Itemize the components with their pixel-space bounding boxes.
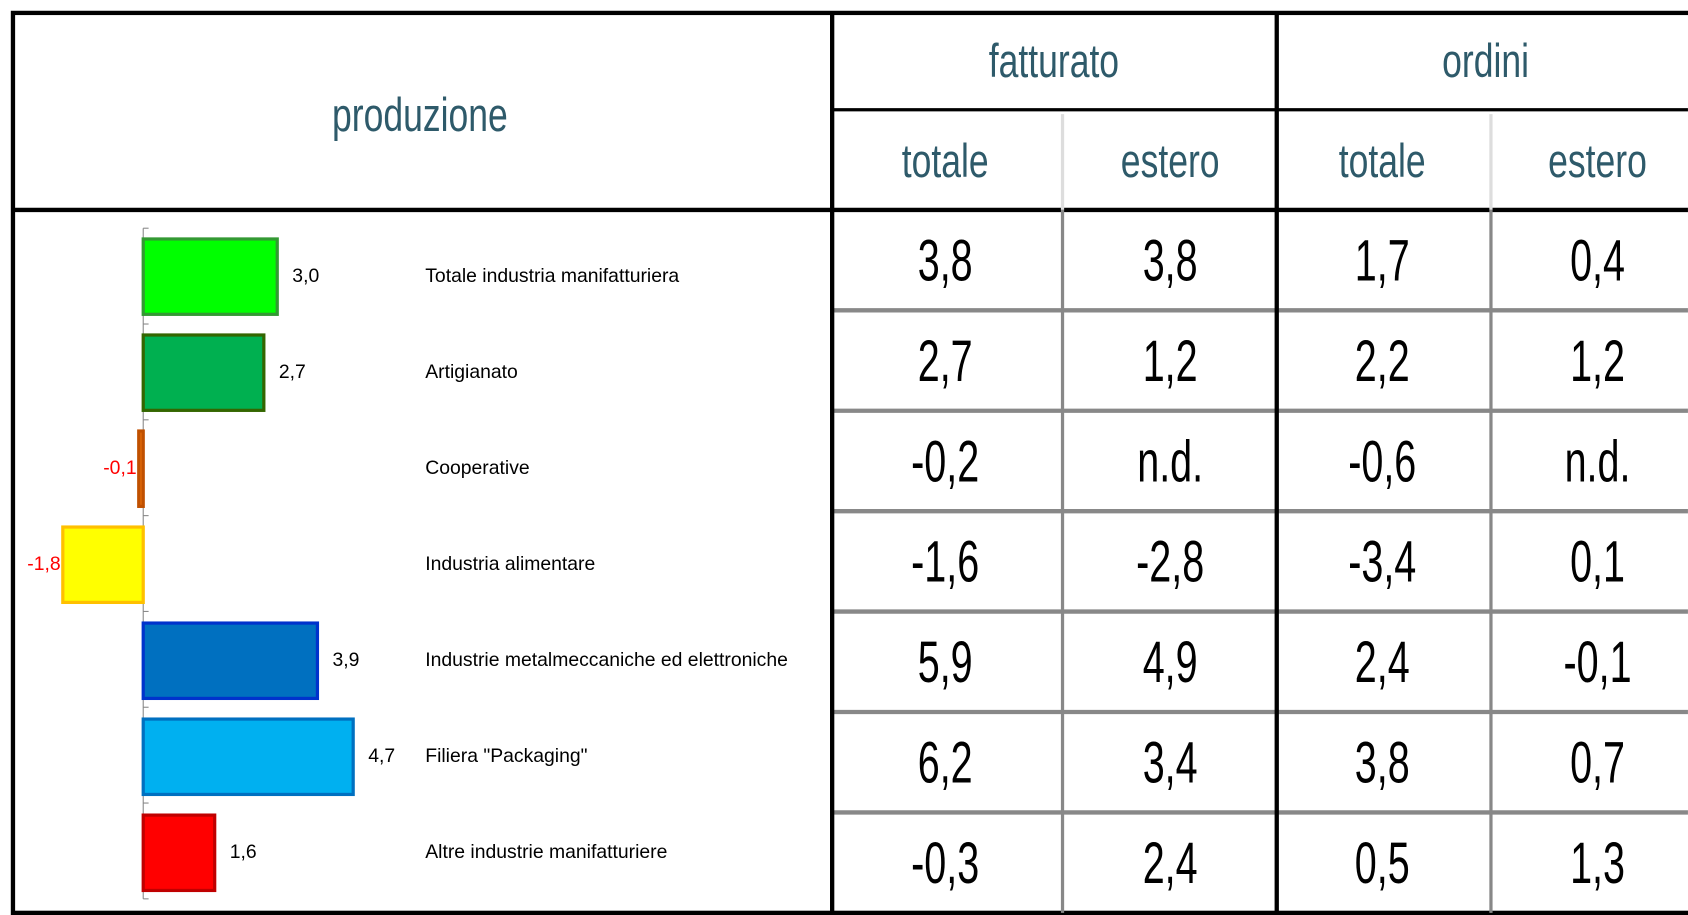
cell: 1,2 [1143, 328, 1198, 393]
category-label: Filiera "Packaging" [425, 745, 587, 767]
column-header: estero [1548, 134, 1647, 187]
column-header: totale [902, 134, 989, 187]
data-label: 3,9 [333, 649, 360, 671]
category-label: Altre industrie manifatturiere [425, 841, 667, 863]
chart-title: produzione [332, 88, 508, 141]
category-label: Industria alimentare [425, 553, 595, 575]
cell: 0,7 [1570, 730, 1625, 795]
data-label: 1,6 [230, 841, 257, 863]
cell: n.d. [1565, 429, 1631, 494]
bar [141, 621, 320, 701]
cell: 5,9 [918, 630, 973, 695]
bar [141, 237, 279, 316]
data-label: 2,7 [279, 361, 306, 383]
cell: -3,4 [1348, 529, 1416, 594]
column-header: totale [1339, 134, 1426, 187]
cell: -0,6 [1348, 429, 1416, 494]
bar [137, 429, 145, 508]
cell: 2,7 [918, 328, 973, 393]
cell: 1,2 [1570, 328, 1625, 393]
cell: 3,8 [918, 228, 973, 293]
cell: 2,4 [1143, 830, 1198, 895]
cell: 0,1 [1570, 529, 1625, 594]
column-header: estero [1121, 134, 1220, 187]
data-label: -1,8 [27, 553, 60, 575]
cell: 2,4 [1355, 630, 1410, 695]
cell: n.d. [1137, 429, 1203, 494]
group-header: ordini [1442, 34, 1529, 87]
cell: -0,2 [911, 429, 979, 494]
category-label: Industrie metalmeccaniche ed elettronich… [425, 649, 788, 671]
cell: 1,7 [1355, 228, 1410, 293]
category-label: Totale industria manifatturiera [425, 265, 679, 287]
cell: 0,5 [1355, 830, 1410, 895]
cell: -0,1 [1563, 630, 1631, 695]
category-label: Cooperative [425, 457, 529, 479]
cell: 3,8 [1355, 730, 1410, 795]
cell: 6,2 [918, 730, 973, 795]
cell: 3,4 [1143, 730, 1198, 795]
bar [61, 525, 145, 605]
data-label: 4,7 [368, 745, 395, 767]
cell: 1,3 [1570, 830, 1625, 895]
cell: 0,4 [1570, 228, 1625, 293]
category-label: Artigianato [425, 361, 518, 383]
cell: 3,8 [1143, 228, 1198, 293]
bar [141, 333, 266, 412]
cell: 2,2 [1355, 328, 1410, 393]
bar [141, 813, 217, 893]
cell: -1,6 [911, 529, 979, 594]
data-label: -0,1 [103, 457, 136, 479]
cell: 4,9 [1143, 630, 1198, 695]
cell: -2,8 [1136, 529, 1204, 594]
cell: -0,3 [911, 830, 979, 895]
data-label: 3,0 [292, 265, 319, 287]
bar [141, 717, 355, 797]
group-header: fatturato [989, 34, 1119, 87]
